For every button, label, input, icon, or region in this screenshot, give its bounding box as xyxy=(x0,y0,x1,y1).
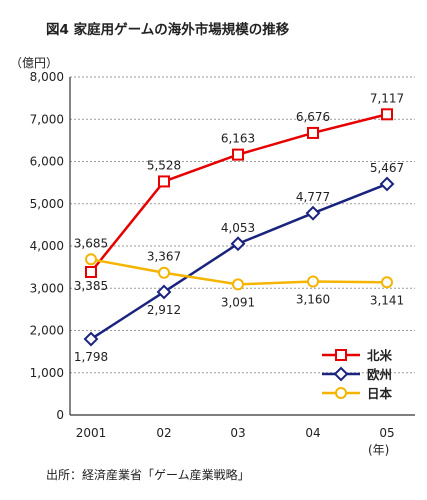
chart-title: 図4 家庭用ゲームの海外市場規模の推移 xyxy=(46,22,290,38)
data-point xyxy=(381,276,393,289)
data-label: 2,912 xyxy=(147,303,181,317)
data-point xyxy=(83,331,99,347)
y-tick-label: 7,000 xyxy=(30,112,64,126)
y-tick-label: 6,000 xyxy=(30,155,64,169)
data-label: 3,160 xyxy=(296,292,330,306)
data-point xyxy=(158,175,170,188)
data-point xyxy=(230,236,246,252)
data-point xyxy=(156,284,172,300)
data-point xyxy=(85,265,97,278)
data-label: 3,685 xyxy=(74,236,108,250)
data-label: 3,385 xyxy=(74,279,108,293)
data-label: 5,467 xyxy=(370,161,404,175)
data-label: 5,528 xyxy=(147,158,181,172)
data-point xyxy=(307,275,319,288)
data-label: 1,798 xyxy=(74,350,108,364)
data-label: 4,777 xyxy=(296,190,330,204)
x-tick-label: 05 xyxy=(379,426,394,440)
y-tick-label: 0 xyxy=(56,408,64,422)
data-label: 6,163 xyxy=(221,132,255,146)
data-point xyxy=(335,349,347,361)
data-point xyxy=(381,108,393,121)
y-tick-label: 2,000 xyxy=(30,324,64,338)
data-point xyxy=(335,387,347,399)
data-point xyxy=(379,176,395,192)
series-line xyxy=(90,182,388,341)
y-tick-label: 3,000 xyxy=(30,281,64,295)
data-point xyxy=(305,205,321,221)
data-point xyxy=(333,366,349,382)
y-axis-unit: （億円） xyxy=(10,56,59,70)
data-label: 3,091 xyxy=(221,295,255,309)
y-tick-label: 5,000 xyxy=(30,197,64,211)
data-label: 4,053 xyxy=(221,221,255,235)
y-tick-label: 8,000 xyxy=(30,70,64,84)
data-label: 6,676 xyxy=(296,110,330,124)
data-point xyxy=(158,266,170,279)
data-label: 3,367 xyxy=(147,250,181,264)
legend-label: 欧州 xyxy=(367,367,392,382)
x-tick-label: 02 xyxy=(156,426,171,440)
legend-label: 日本 xyxy=(367,386,393,401)
data-point xyxy=(232,148,244,161)
x-tick-label: 04 xyxy=(305,426,320,440)
x-tick-label: 03 xyxy=(230,426,245,440)
x-tick-label: 2001 xyxy=(76,426,107,440)
data-label: 3,141 xyxy=(370,293,404,307)
data-label: 7,117 xyxy=(370,91,404,105)
data-point xyxy=(85,253,97,266)
x-axis-unit: (年) xyxy=(368,443,390,457)
source-note: 出所：経済産業省「ゲーム産業戦略」 xyxy=(46,468,250,482)
data-point xyxy=(232,278,244,291)
data-point xyxy=(307,126,319,139)
legend-label: 北米 xyxy=(367,348,393,363)
y-tick-label: 4,000 xyxy=(30,239,64,253)
y-tick-label: 1,000 xyxy=(30,366,64,380)
